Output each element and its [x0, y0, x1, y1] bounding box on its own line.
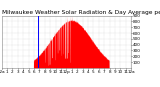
Text: Milwaukee Weather Solar Radiation & Day Average per Minute W/m2 (Today): Milwaukee Weather Solar Radiation & Day … [2, 10, 160, 15]
